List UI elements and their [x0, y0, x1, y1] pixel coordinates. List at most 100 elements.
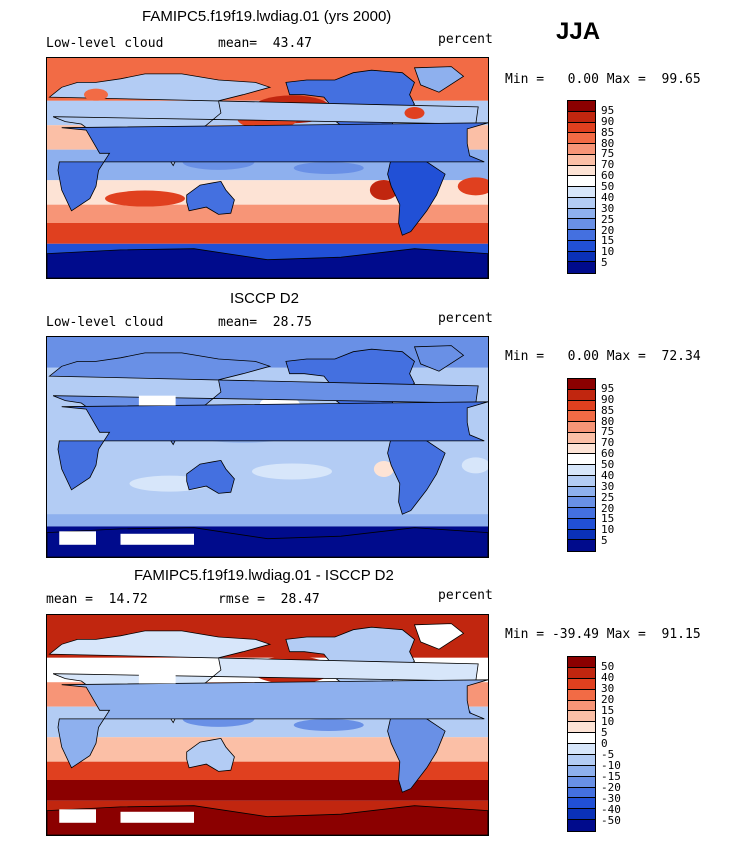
field-contour	[373, 461, 394, 477]
colorbar-tick-label: 60	[601, 447, 615, 461]
field-contour	[461, 457, 488, 474]
colorbar-tick-label: 80	[601, 414, 615, 428]
colorbar-tick-label: 50	[601, 458, 615, 471]
colorbar-tick-label: 75	[601, 147, 615, 161]
colorbar-tick-label: 15	[601, 704, 615, 717]
colorbar-tick-label: -30	[601, 792, 621, 805]
colorbar-swatch	[568, 529, 595, 541]
colorbar-swatch	[568, 219, 595, 230]
colorbar-swatch	[568, 540, 595, 551]
colorbar-swatch	[568, 820, 595, 831]
colorbar-tick-label: 75	[601, 425, 615, 439]
colorbar-swatch	[568, 422, 595, 433]
colorbar-swatch	[568, 411, 595, 422]
colorbar-tick-label: 10	[601, 245, 615, 259]
colorbar-tick-label: 10	[601, 715, 615, 728]
colorbar-tick-label: 50	[601, 660, 615, 673]
colorbar-tick-label: 15	[601, 512, 615, 526]
colorbar-swatch	[568, 251, 595, 263]
colorbar-swatch	[568, 754, 595, 766]
coastline-greenland	[413, 345, 465, 372]
coastline-africa	[57, 122, 488, 212]
colorbar-swatch	[568, 711, 595, 723]
colorbar-swatch	[568, 165, 595, 177]
colorbar-swatch	[568, 400, 595, 412]
colorbar-swatch	[568, 133, 595, 144]
colorbar-swatch	[568, 443, 595, 455]
colorbar-tick-label: 95	[601, 103, 615, 117]
field-contour	[293, 719, 364, 731]
colorbar-swatch	[568, 475, 595, 487]
colorbar-tick-label: 5	[601, 256, 608, 270]
colorbar-swatch	[568, 111, 595, 123]
coastline-greenland	[413, 623, 465, 650]
field-contour	[105, 190, 185, 207]
field-contour	[457, 177, 488, 196]
coastline-africa	[57, 679, 488, 769]
colorbar-swatch	[568, 432, 595, 444]
colorbar-swatch	[568, 379, 595, 390]
colorbar-swatch	[568, 722, 595, 734]
mean-label: mean= 28.75	[218, 315, 312, 330]
colorbar-tick-label: 20	[601, 501, 615, 515]
units-label: percent	[438, 32, 493, 47]
missing-data	[138, 673, 176, 684]
colorbar-tick-label: 85	[601, 403, 615, 417]
colorbar-swatch	[568, 197, 595, 209]
colorbar-swatch	[568, 765, 595, 777]
map-diff	[46, 614, 489, 836]
colorbar-tick-label: 90	[601, 114, 615, 128]
colorbar-swatch	[568, 486, 595, 498]
colorbar-tick-label: 10	[601, 523, 615, 537]
colorbar-swatch	[568, 798, 595, 810]
rmse-label: rmse = 28.47	[218, 592, 320, 607]
coastline-australia	[186, 459, 235, 494]
colorbar-tick-label: 25	[601, 212, 615, 226]
colorbar-swatch	[568, 122, 595, 134]
season-label: JJA	[556, 18, 601, 45]
colorbar-tick-label: 30	[601, 479, 615, 493]
field-band	[47, 514, 488, 527]
colorbar-tick-label: -10	[601, 759, 621, 772]
field-band	[47, 204, 488, 223]
colorbar-swatch	[568, 809, 595, 821]
field-map-model	[47, 58, 488, 278]
map-obs	[46, 336, 489, 558]
missing-data	[59, 531, 96, 545]
colorbar-tick-label: 25	[601, 490, 615, 504]
colorbar-tick-label: 50	[601, 180, 615, 193]
field-map-diff	[47, 615, 488, 835]
missing-data	[120, 811, 194, 823]
colorbar-swatch	[568, 657, 595, 668]
colorbar-tick-label: -50	[601, 814, 621, 827]
colorbar-swatch	[568, 389, 595, 401]
mean-label: mean = 14.72	[46, 592, 148, 607]
colorbar-swatch	[568, 262, 595, 273]
colorbar-obs	[567, 378, 596, 552]
colorbar-tick-label: 20	[601, 223, 615, 237]
colorbar-tick-label: 70	[601, 158, 615, 172]
panel-title: FAMIPC5.f19f19.lwdiag.01 (yrs 2000)	[142, 8, 392, 25]
colorbar-swatch	[568, 240, 595, 252]
field-contour	[404, 107, 425, 119]
colorbar-tick-label: 95	[601, 381, 615, 395]
colorbar-swatch	[568, 744, 595, 755]
colorbar-swatch	[568, 144, 595, 155]
colorbar-tick-label: 5	[601, 726, 608, 739]
colorbar-swatch	[568, 497, 595, 508]
units-label: percent	[438, 588, 493, 603]
field-band	[47, 761, 488, 780]
minmax-label: Min = 0.00 Max = 99.65	[505, 72, 701, 87]
colorbar-tick-label: 40	[601, 190, 615, 204]
units-label: percent	[438, 311, 493, 326]
field-band	[47, 780, 488, 801]
colorbar-tick-label: -5	[601, 748, 615, 761]
missing-data	[59, 809, 96, 823]
colorbar-swatch	[568, 176, 595, 187]
colorbar-tick-label: 90	[601, 392, 615, 406]
colorbar-tick-label: 30	[601, 682, 615, 695]
colorbar-swatch	[568, 465, 595, 476]
panel-title: ISCCP D2	[230, 290, 299, 307]
field-contour	[252, 463, 332, 480]
coastline-australia	[186, 180, 235, 215]
